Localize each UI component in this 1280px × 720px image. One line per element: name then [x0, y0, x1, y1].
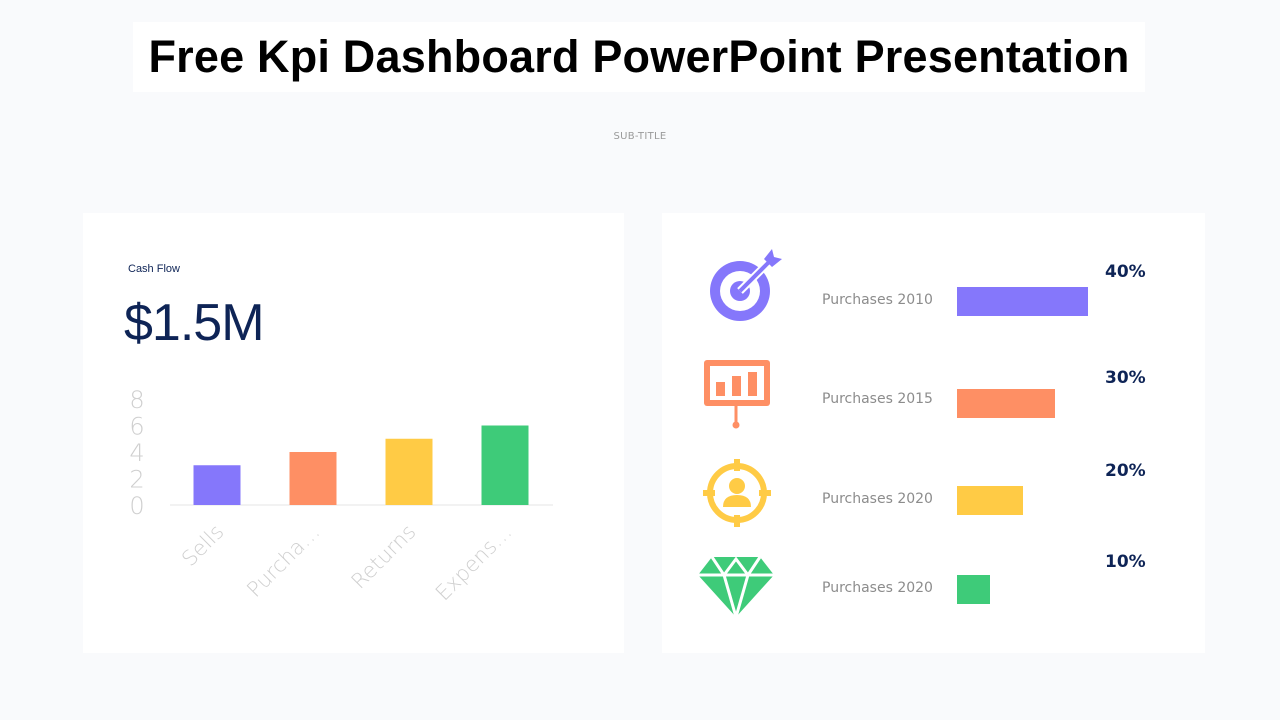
kpi-card: Purchases 2010 40% Purchases 2015 30% Pu… — [662, 213, 1205, 653]
y-tick-label: 8 — [129, 386, 144, 414]
kpi-label: Purchases 2015 — [822, 391, 933, 407]
bar — [289, 452, 337, 505]
kpi-bar — [957, 575, 990, 604]
kpi-percent: 20% — [1105, 461, 1146, 481]
kpi-row-2: Purchases 2015 30% — [662, 348, 1205, 438]
kpi-percent: 30% — [1105, 368, 1146, 388]
kpi-label: Purchases 2020 — [822, 580, 933, 596]
kpi-row-1: Purchases 2010 40% — [662, 243, 1205, 333]
kpi-label: Purchases 2020 — [822, 491, 933, 507]
presentation-board-icon — [704, 360, 770, 429]
x-tick-label: Returns — [347, 520, 421, 594]
kpi-bar — [957, 389, 1055, 418]
x-tick-label: Expens… — [431, 520, 517, 606]
x-tick-label: Purcha… — [242, 520, 324, 602]
cash-flow-value: $1.5M — [124, 294, 265, 352]
bar — [193, 465, 241, 505]
target-dart-icon — [710, 249, 782, 321]
kpi-bar — [957, 486, 1023, 515]
y-tick-label: 6 — [129, 413, 144, 441]
kpi-label: Purchases 2010 — [822, 292, 933, 308]
kpi-percent: 10% — [1105, 552, 1146, 572]
cash-flow-card: Cash Flow $1.5M 0 2 4 6 8 Sells Purcha… Returns… — [83, 213, 624, 653]
x-tick-label: Sells — [177, 520, 229, 572]
page-title: Free Kpi Dashboard PowerPoint Presentati… — [148, 31, 1130, 82]
y-tick-label: 4 — [129, 439, 144, 467]
bar — [481, 425, 529, 505]
user-target-icon — [703, 459, 771, 527]
y-tick-label: 2 — [129, 466, 144, 494]
kpi-row-3: Purchases 2020 20% — [662, 451, 1205, 541]
diamond-icon — [698, 556, 774, 619]
kpi-row-4: Purchases 2020 10% — [662, 543, 1205, 633]
cash-flow-label: Cash Flow — [128, 263, 180, 275]
bar — [385, 438, 433, 505]
kpi-percent: 40% — [1105, 262, 1146, 282]
kpi-bar — [957, 287, 1088, 316]
title-box: Free Kpi Dashboard PowerPoint Presentati… — [133, 22, 1145, 92]
page-subtitle: SUB-TITLE — [613, 131, 667, 142]
y-tick-label: 0 — [129, 492, 144, 520]
